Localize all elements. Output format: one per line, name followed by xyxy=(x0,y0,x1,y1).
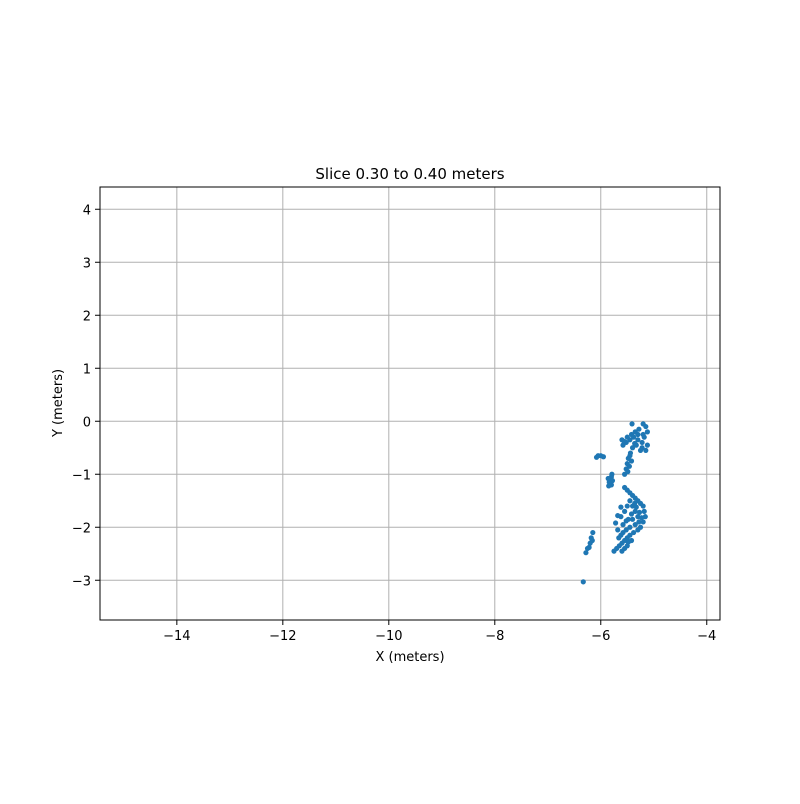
scatter-point xyxy=(628,431,635,438)
x-axis-ticks: −14 −12 −10 −8 −6 −4 xyxy=(163,620,716,644)
scatter-point xyxy=(593,454,600,460)
scatter-point xyxy=(640,503,646,509)
scatter-point xyxy=(613,520,619,526)
scatter-point xyxy=(643,423,649,430)
scatter-point xyxy=(640,519,646,525)
scatter-point xyxy=(580,579,586,585)
y-tick-label: 2 xyxy=(83,309,91,324)
y-axis-ticks: 4 3 2 1 0 −1 −2 −3 xyxy=(72,203,100,589)
scatter-point xyxy=(638,515,645,521)
scatter-point xyxy=(632,508,638,514)
scatter-point xyxy=(624,503,630,509)
scatter-point xyxy=(631,529,637,536)
x-tick-label: −10 xyxy=(375,629,402,644)
scatter-point xyxy=(623,518,629,524)
scatter-point xyxy=(624,434,630,440)
plot-frame xyxy=(99,186,721,621)
x-tick-label: −6 xyxy=(591,629,610,644)
scatter-point xyxy=(622,508,628,514)
scatter-point xyxy=(644,429,651,435)
scatter-point xyxy=(641,508,647,514)
y-tick-label: 4 xyxy=(83,203,91,218)
scatter-point xyxy=(600,454,607,460)
scatter-point xyxy=(629,516,636,522)
scatter-point xyxy=(635,431,641,438)
x-axis-label: X (meters) xyxy=(375,650,444,665)
scatter-point xyxy=(629,421,635,427)
scatter-point xyxy=(605,475,611,482)
y-tick-label: −1 xyxy=(72,468,91,483)
scatter-point xyxy=(628,458,635,464)
y-axis-label: Y (meters) xyxy=(51,369,66,438)
scatter-point xyxy=(632,440,638,447)
y-tick-label: 0 xyxy=(83,415,91,430)
scatter-point xyxy=(589,537,595,544)
scatter-point xyxy=(629,445,636,451)
scatter-point xyxy=(640,431,646,438)
y-tick-label: −3 xyxy=(72,574,91,589)
scatter-point xyxy=(632,522,638,528)
scatter-point xyxy=(628,537,635,544)
scatter-point xyxy=(635,437,641,443)
scatter-point xyxy=(616,535,622,541)
scatter-point xyxy=(586,544,592,550)
scatter-point xyxy=(626,463,632,469)
scatter-point xyxy=(590,529,596,536)
scatter-point xyxy=(627,453,633,459)
scatter-point xyxy=(621,438,627,444)
scatter-point xyxy=(609,471,615,477)
scatter-point xyxy=(636,426,642,432)
scatter-point xyxy=(635,527,641,533)
scatter-point xyxy=(632,500,638,507)
scatter-point xyxy=(583,550,589,556)
scatter-point xyxy=(643,447,649,454)
scatter-point xyxy=(618,504,624,510)
x-tick-label: −14 xyxy=(163,629,190,644)
scatter-point xyxy=(627,498,633,504)
scatter-point xyxy=(611,548,617,554)
scatter-point xyxy=(615,512,621,519)
scatter-point xyxy=(606,483,612,489)
gridlines xyxy=(100,187,720,620)
scatter-point xyxy=(615,527,621,533)
x-tick-label: −12 xyxy=(269,629,296,644)
x-tick-label: −4 xyxy=(697,629,716,644)
scatter-point xyxy=(636,509,643,516)
scatter-point xyxy=(627,524,633,530)
y-tick-label: −2 xyxy=(72,521,91,536)
scatter-point xyxy=(636,519,642,525)
scatter-point xyxy=(620,522,626,528)
scatter-point xyxy=(628,511,635,517)
scatter-points xyxy=(580,421,651,585)
x-tick-label: −8 xyxy=(485,629,504,644)
scatter-point xyxy=(625,469,631,475)
y-tick-label: 1 xyxy=(83,362,91,377)
scatter-point xyxy=(639,439,645,446)
chart-title: Slice 0.30 to 0.40 meters xyxy=(315,165,504,183)
scatter-point xyxy=(609,478,616,484)
y-tick-label: 3 xyxy=(83,256,91,271)
scatter-point xyxy=(637,447,644,454)
scatter-point xyxy=(644,442,651,448)
